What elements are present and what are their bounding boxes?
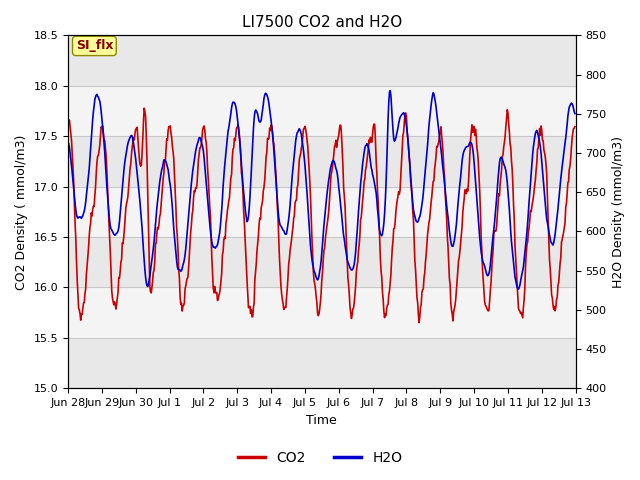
Title: LI7500 CO2 and H2O: LI7500 CO2 and H2O <box>242 15 402 30</box>
Bar <box>68 338 575 388</box>
Y-axis label: H2O Density (mmol/m3): H2O Density (mmol/m3) <box>612 136 625 288</box>
Bar <box>68 136 575 187</box>
Bar <box>68 187 575 237</box>
Bar <box>68 288 575 338</box>
Text: SI_flx: SI_flx <box>76 39 113 52</box>
Legend: CO2, H2O: CO2, H2O <box>232 445 408 471</box>
Y-axis label: CO2 Density ( mmol/m3): CO2 Density ( mmol/m3) <box>15 134 28 289</box>
X-axis label: Time: Time <box>307 414 337 427</box>
Bar <box>68 237 575 288</box>
Bar <box>68 86 575 136</box>
Bar <box>68 36 575 86</box>
